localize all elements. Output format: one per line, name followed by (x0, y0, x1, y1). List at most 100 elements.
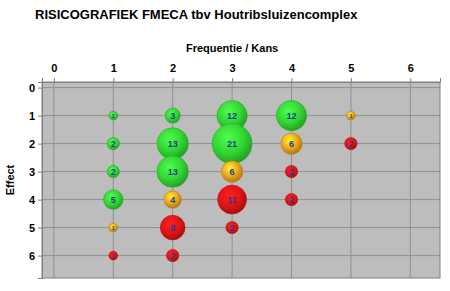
data-label: 2 (170, 251, 175, 261)
bubble (107, 137, 119, 149)
y-axis-title: Effect (4, 164, 16, 195)
data-label: 11 (227, 195, 237, 205)
bubble (226, 221, 238, 233)
tick-label: 6 (408, 62, 414, 74)
tick-mark (113, 78, 114, 82)
bubble (212, 124, 252, 164)
data-label: 3 (170, 111, 175, 121)
tick: 3 (230, 62, 236, 82)
grid-line-y (42, 255, 440, 256)
bubble (167, 249, 179, 261)
data-label: 12 (286, 111, 296, 121)
tick-label: 2 (170, 62, 176, 74)
data-labels: 13121212132162213625411218212 (111, 111, 354, 261)
bubble (109, 111, 118, 120)
tick-label: 4 (289, 62, 296, 74)
tick: 1 (111, 62, 117, 82)
tick: 6 (29, 250, 42, 262)
tick: 5 (29, 222, 42, 234)
tick-label: 3 (230, 62, 236, 74)
data-label: 13 (168, 167, 178, 177)
data-label: 1 (349, 113, 353, 119)
bubble (285, 193, 297, 205)
grid-line-y (42, 227, 440, 228)
data-label: 2 (348, 139, 353, 149)
tick-label: 5 (29, 222, 35, 234)
tick-mark (38, 256, 42, 257)
axis-line (43, 78, 441, 83)
bubble (107, 165, 119, 177)
grid-line-x (410, 82, 411, 278)
data-label: 5 (111, 195, 116, 205)
tick-mark (38, 116, 42, 117)
x-axis-title: Frequentie / Kans (186, 42, 278, 54)
tick-mark (173, 78, 174, 82)
bubble (104, 190, 124, 210)
plot-area: 0123456012345613121212132162213625411218… (29, 62, 441, 279)
bubble (157, 128, 188, 159)
bubble (285, 165, 297, 177)
data-label: 12 (227, 111, 237, 121)
tick-mark (38, 200, 42, 201)
data-label: 1 (112, 253, 116, 259)
tick-mark (38, 228, 42, 229)
tick: 3 (29, 166, 42, 178)
tick: 6 (408, 62, 414, 82)
data-label: 2 (289, 195, 294, 205)
tick-mark (38, 144, 42, 145)
grid (42, 82, 440, 278)
axis-line (38, 83, 43, 279)
data-label: 8 (170, 223, 175, 233)
grid-line-x (53, 82, 54, 278)
bubble (345, 137, 357, 149)
x-axis: 0 1 2 3 4 5 6 (43, 62, 441, 83)
tick-label: 0 (29, 82, 35, 94)
y-axis: 0 1 2 3 4 5 6 (29, 82, 43, 279)
bubbles (104, 100, 358, 261)
tick-mark (291, 78, 292, 82)
tick: 0 (51, 62, 57, 82)
tick: 4 (289, 62, 296, 82)
grid-line-y (42, 87, 440, 88)
tick-label: 2 (29, 138, 35, 150)
bubble (165, 108, 180, 123)
bubble (109, 223, 118, 232)
tick-label: 1 (111, 62, 117, 74)
plot-background (42, 82, 440, 278)
bubble (221, 161, 242, 182)
tick-label: 0 (51, 62, 57, 74)
bubble (347, 111, 356, 120)
data-label: 2 (111, 139, 116, 149)
tick: 5 (348, 62, 354, 82)
data-label: 1 (112, 113, 116, 119)
data-label: 4 (170, 195, 175, 205)
data-label: 1 (112, 225, 116, 231)
bubble (109, 251, 118, 260)
bubble (276, 100, 306, 130)
tick: 4 (29, 194, 42, 206)
tick: 2 (170, 62, 176, 82)
tick: 0 (29, 82, 42, 94)
data-label: 6 (230, 167, 235, 177)
chart: 0123456012345613121212132162213625411218… (0, 0, 450, 291)
tick-mark (38, 172, 42, 173)
bubble (164, 191, 181, 208)
data-label: 2 (111, 167, 116, 177)
tick-mark (38, 88, 42, 89)
tick-label: 3 (29, 166, 35, 178)
tick: 1 (29, 110, 42, 122)
data-label: 2 (230, 223, 235, 233)
tick-mark (232, 78, 233, 82)
data-label: 21 (227, 139, 237, 149)
bubble (218, 185, 247, 214)
tick-label: 5 (348, 62, 354, 74)
bubble (157, 156, 188, 187)
tick-label: 1 (29, 110, 35, 122)
plot-frame (42, 82, 440, 278)
tick-label: 6 (29, 250, 35, 262)
tick-label: 4 (29, 194, 36, 206)
data-label: 2 (289, 167, 294, 177)
tick-mark (54, 78, 55, 82)
tick: 2 (29, 138, 42, 150)
bubble (160, 215, 185, 240)
